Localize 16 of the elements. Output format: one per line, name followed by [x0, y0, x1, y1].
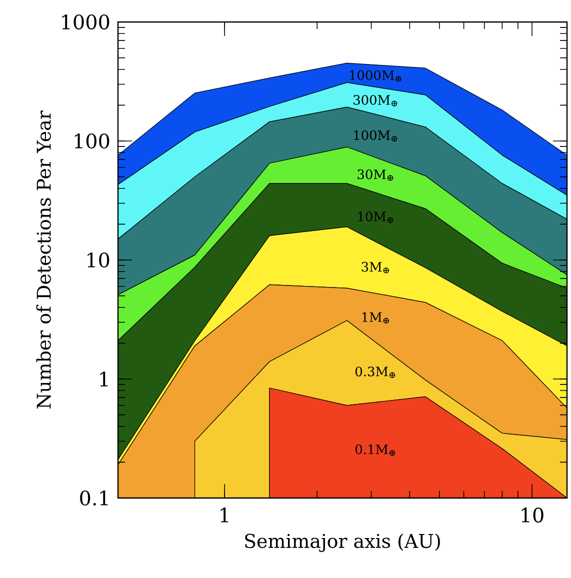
y-tick-label: 100 — [74, 133, 110, 149]
x-axis-title: Semimajor axis (AU) — [245, 533, 440, 552]
series-label: 300M$_{⊕}$ — [354, 95, 398, 106]
y-tick-label: 1000 — [62, 14, 110, 30]
series-label: 10M$_{⊕}$ — [358, 212, 394, 223]
series-label: 3M$_{⊕}$ — [362, 262, 389, 274]
series-label: 100M$_{⊕}$ — [354, 130, 398, 142]
series-label: 0.3M$_{⊕}$ — [356, 366, 396, 378]
y-axis-title: Number of Detections Per Year — [36, 110, 51, 408]
y-tick-label: 10 — [88, 252, 110, 268]
series-label: 1M$_{⊕}$ — [362, 312, 389, 324]
series-label: 30M$_{⊕}$ — [358, 169, 394, 181]
y-tick-label: 0.1 — [80, 490, 108, 506]
y-tick-label: 1 — [100, 372, 108, 386]
series-label: 1000M$_{⊕}$ — [350, 70, 402, 82]
series-label: 0.1M$_{⊕}$ — [356, 444, 396, 456]
